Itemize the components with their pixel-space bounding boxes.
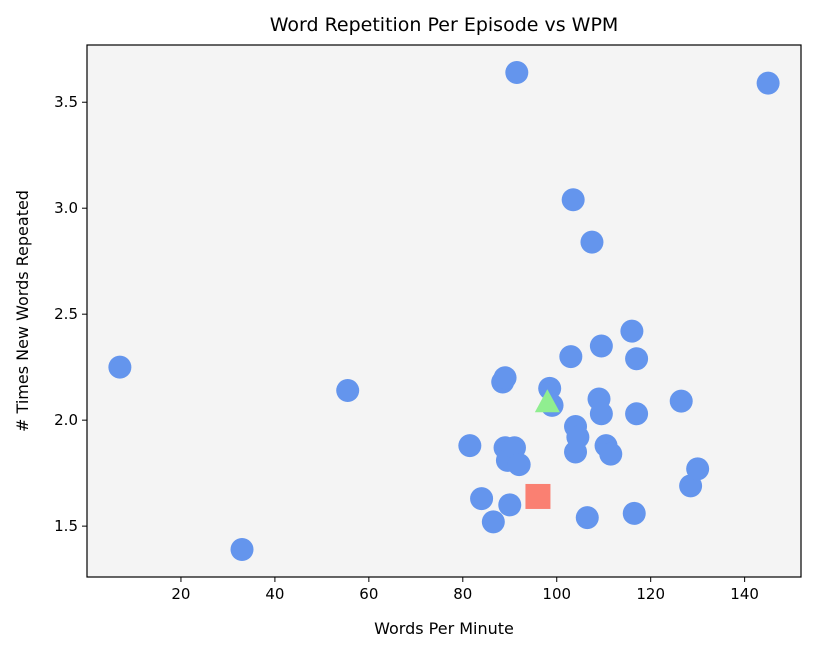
x-tick-label: 80 [453, 585, 472, 603]
data-point-circle [507, 453, 531, 477]
x-axis-title: Words Per Minute [374, 619, 514, 638]
data-point-circle [505, 61, 529, 85]
chart-title: Word Repetition Per Episode vs WPM [270, 14, 619, 36]
x-axis: 20 40 60 80 100 120 140 [171, 577, 759, 603]
data-point-circle [561, 188, 585, 212]
y-tick-label: 3.0 [54, 199, 78, 217]
data-point-circle [622, 501, 646, 525]
x-tick-label: 40 [265, 585, 284, 603]
data-point-circle [620, 319, 644, 343]
data-point-circle [756, 71, 780, 95]
plot-area [87, 45, 801, 577]
data-point-circle [566, 425, 590, 449]
data-point-circle [559, 345, 583, 369]
data-point-triangle [534, 389, 560, 413]
y-tick-label: 1.5 [54, 517, 78, 535]
x-tick-label: 100 [542, 585, 571, 603]
plot-frame [86, 44, 802, 578]
data-point-circle [470, 487, 494, 511]
data-point-circle [589, 334, 613, 358]
data-point-circle [481, 510, 505, 534]
data-point-circle [336, 378, 360, 402]
data-point-circle [493, 366, 517, 390]
data-point-circle [230, 537, 254, 561]
y-tick-label: 3.5 [54, 93, 78, 111]
data-point-circle [538, 376, 562, 400]
x-tick-label: 140 [730, 585, 759, 603]
data-point-circle [625, 347, 649, 371]
y-tick-label: 2.5 [54, 305, 78, 323]
data-point-circle [669, 389, 693, 413]
x-tick-label: 120 [636, 585, 665, 603]
data-point-circle [575, 506, 599, 530]
data-point-square [525, 483, 551, 509]
data-point-circle [625, 402, 649, 426]
data-point-circle [580, 230, 604, 254]
data-point-circle [458, 434, 482, 458]
x-tick-label: 60 [359, 585, 378, 603]
y-axis-title: # Times New Words Repeated [13, 190, 32, 432]
data-point-circle [686, 457, 710, 481]
x-tick-label: 20 [171, 585, 190, 603]
data-point-circle [108, 355, 132, 379]
y-tick-label: 2.0 [54, 411, 78, 429]
y-axis: 1.5 2.0 2.5 3.0 3.5 [54, 93, 87, 535]
data-point-circle [599, 442, 623, 466]
data-point-circle [498, 493, 522, 517]
data-points [108, 61, 780, 561]
data-point-circle [589, 402, 613, 426]
